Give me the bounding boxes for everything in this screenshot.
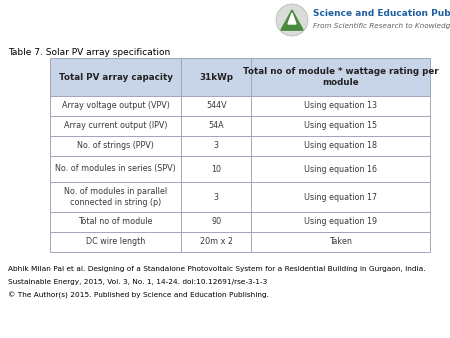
- Text: Using equation 18: Using equation 18: [304, 142, 377, 150]
- Bar: [252, 58, 430, 96]
- Text: Using equation 13: Using equation 13: [304, 101, 377, 111]
- Text: Using equation 17: Using equation 17: [304, 193, 377, 201]
- Bar: [50, 116, 181, 136]
- Text: 544V: 544V: [206, 101, 226, 111]
- Text: Sustainable Energy, 2015, Vol. 3, No. 1, 14-24. doi:10.12691/rse-3-1-3: Sustainable Energy, 2015, Vol. 3, No. 1,…: [8, 279, 267, 285]
- Text: 90: 90: [211, 217, 221, 226]
- Text: Array current output (IPV): Array current output (IPV): [64, 121, 167, 130]
- Text: 3: 3: [214, 193, 219, 201]
- Bar: [181, 232, 252, 252]
- Polygon shape: [281, 26, 303, 30]
- Bar: [252, 182, 430, 212]
- Text: Abhik Milan Pal et al. Designing of a Standalone Photovoltaic System for a Resid: Abhik Milan Pal et al. Designing of a St…: [8, 266, 426, 272]
- Text: © The Author(s) 2015. Published by Science and Education Publishing.: © The Author(s) 2015. Published by Scien…: [8, 292, 269, 299]
- Text: 10: 10: [211, 165, 221, 173]
- Bar: [252, 96, 430, 116]
- Bar: [50, 182, 181, 212]
- Bar: [50, 96, 181, 116]
- Text: Total no of module: Total no of module: [78, 217, 153, 226]
- Bar: [50, 58, 181, 96]
- Text: Array voltage output (VPV): Array voltage output (VPV): [62, 101, 170, 111]
- Text: Using equation 16: Using equation 16: [304, 165, 377, 173]
- Text: Using equation 19: Using equation 19: [304, 217, 377, 226]
- Text: Taken: Taken: [329, 238, 352, 246]
- Text: 20m x 2: 20m x 2: [200, 238, 233, 246]
- Text: No. of strings (PPV): No. of strings (PPV): [77, 142, 154, 150]
- Circle shape: [276, 4, 308, 36]
- Bar: [252, 212, 430, 232]
- Polygon shape: [288, 13, 296, 24]
- Text: 3: 3: [214, 142, 219, 150]
- Bar: [181, 212, 252, 232]
- Text: From Scientific Research to Knowledge: From Scientific Research to Knowledge: [313, 23, 450, 29]
- Bar: [181, 156, 252, 182]
- Bar: [252, 156, 430, 182]
- Text: No. of modules in parallel
connected in string (p): No. of modules in parallel connected in …: [64, 187, 167, 207]
- Bar: [181, 116, 252, 136]
- Bar: [181, 96, 252, 116]
- Bar: [252, 136, 430, 156]
- Text: Science and Education Publishing: Science and Education Publishing: [313, 8, 450, 18]
- Bar: [181, 136, 252, 156]
- Text: DC wire length: DC wire length: [86, 238, 145, 246]
- Bar: [50, 156, 181, 182]
- Text: Using equation 15: Using equation 15: [304, 121, 377, 130]
- Text: Table 7. Solar PV array specification: Table 7. Solar PV array specification: [8, 48, 170, 57]
- Text: 31kWp: 31kWp: [199, 72, 233, 81]
- Polygon shape: [281, 10, 303, 30]
- Text: Total no of module * wattage rating per
module: Total no of module * wattage rating per …: [243, 67, 438, 87]
- Text: Total PV array capacity: Total PV array capacity: [58, 72, 172, 81]
- Bar: [252, 116, 430, 136]
- Bar: [181, 182, 252, 212]
- Text: No. of modules in series (SPV): No. of modules in series (SPV): [55, 165, 176, 173]
- Bar: [50, 212, 181, 232]
- Bar: [252, 232, 430, 252]
- Bar: [181, 58, 252, 96]
- Bar: [50, 232, 181, 252]
- Text: 54A: 54A: [208, 121, 224, 130]
- Bar: [50, 136, 181, 156]
